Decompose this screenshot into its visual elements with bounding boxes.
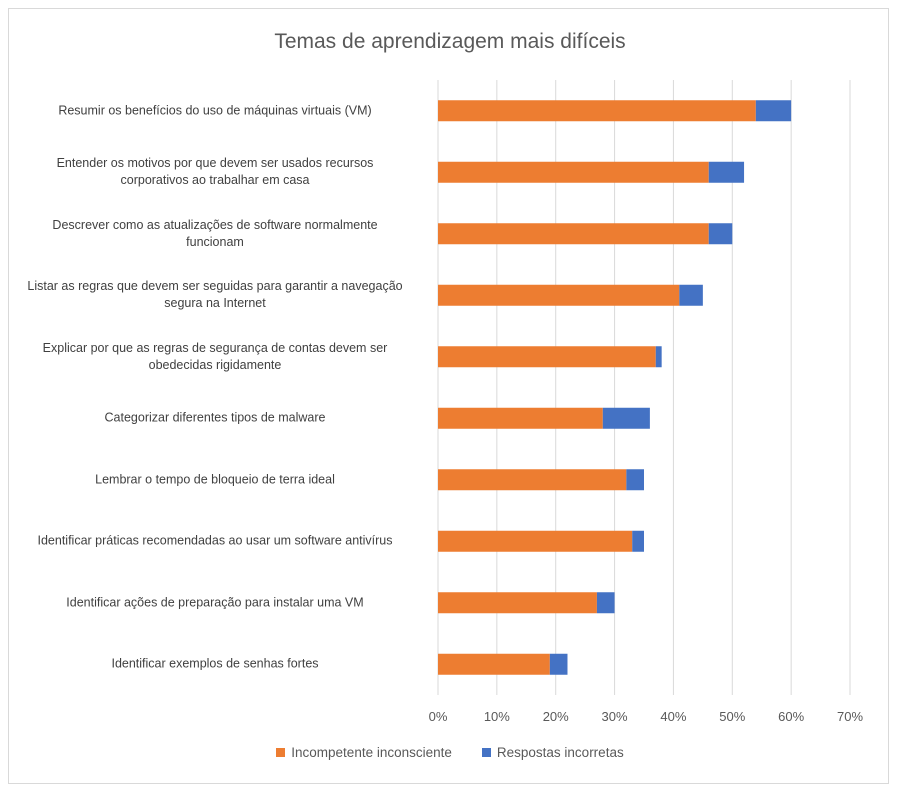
bar-respostas bbox=[596, 592, 615, 614]
bar-incompetente bbox=[438, 223, 709, 245]
category-label-line: Entender os motivos por que devem ser us… bbox=[56, 156, 374, 171]
x-tick-label: 50% bbox=[719, 709, 746, 724]
legend-swatch-orange bbox=[276, 748, 286, 757]
bar-respostas bbox=[549, 653, 568, 675]
category-label-line: segura na Internet bbox=[164, 296, 266, 311]
bar-incompetente bbox=[438, 100, 756, 122]
category-label: Descrever como as atualizações de softwa… bbox=[5, 217, 425, 251]
category-label-line: obedecidas rigidamente bbox=[148, 357, 282, 372]
bar-incompetente bbox=[438, 530, 633, 552]
category-label-line: Resumir os benefícios do uso de máquinas… bbox=[58, 103, 372, 118]
x-tick-label: 0% bbox=[428, 709, 448, 724]
bar-respostas bbox=[632, 530, 644, 552]
bar-incompetente bbox=[438, 469, 627, 491]
category-label-line: funcionam bbox=[186, 234, 244, 249]
bar-respostas bbox=[679, 284, 703, 306]
category-label: Explicar por que as regras de segurança … bbox=[5, 340, 425, 374]
bar-respostas bbox=[708, 161, 745, 183]
x-tick-label: 10% bbox=[483, 709, 510, 724]
category-label: Categorizar diferentes tipos de malware bbox=[5, 410, 425, 427]
chart-title: Temas de aprendizagem mais difíceis bbox=[274, 30, 626, 53]
legend-item-respostas: Respostas incorretas bbox=[481, 745, 624, 760]
category-label-line: Identificar ações de preparação para ins… bbox=[66, 595, 364, 610]
category-label-line: Listar as regras que devem ser seguidas … bbox=[27, 279, 403, 294]
legend-swatch-blue bbox=[481, 748, 491, 757]
legend-label: Incompetente inconsciente bbox=[291, 745, 452, 760]
bar-incompetente bbox=[438, 592, 597, 614]
x-tick-label: 60% bbox=[778, 709, 805, 724]
category-label-line: Descrever como as atualizações de softwa… bbox=[52, 217, 378, 232]
legend-label: Respostas incorretas bbox=[496, 745, 624, 760]
category-label: Listar as regras que devem ser seguidas … bbox=[5, 278, 425, 312]
bar-incompetente bbox=[438, 346, 656, 368]
legend-item-incompetente: Incompetente inconsciente bbox=[276, 745, 452, 760]
bar-respostas bbox=[708, 223, 733, 245]
bar-incompetente bbox=[438, 653, 550, 675]
category-label-line: Explicar por que as regras de segurança … bbox=[42, 340, 388, 355]
bar-respostas bbox=[626, 469, 644, 491]
bar-incompetente bbox=[438, 161, 709, 183]
x-tick-label: 20% bbox=[542, 709, 569, 724]
category-label-line: Identificar exemplos de senhas fortes bbox=[111, 656, 319, 671]
category-label-line: Categorizar diferentes tipos de malware bbox=[104, 410, 326, 425]
bar-respostas bbox=[755, 100, 792, 122]
category-label: Lembrar o tempo de bloqueio de terra ide… bbox=[5, 471, 425, 488]
x-tick-label: 70% bbox=[836, 709, 864, 724]
legend: Incompetente inconsciente Respostas inco… bbox=[0, 745, 900, 760]
category-label-line: Lembrar o tempo de bloqueio de terra ide… bbox=[95, 472, 335, 487]
category-label-line: corporativos ao trabalhar em casa bbox=[120, 173, 310, 188]
chart-frame bbox=[8, 8, 889, 784]
category-label: Identificar exemplos de senhas fortes bbox=[5, 656, 425, 673]
bar-incompetente bbox=[438, 284, 680, 306]
category-label-line: Identificar práticas recomendadas ao usa… bbox=[37, 533, 393, 548]
bar-incompetente bbox=[438, 407, 603, 429]
category-label: Identificar práticas recomendadas ao usa… bbox=[5, 533, 425, 550]
x-tick-label: 30% bbox=[601, 709, 628, 724]
category-label: Resumir os benefícios do uso de máquinas… bbox=[5, 102, 425, 119]
category-label: Identificar ações de preparação para ins… bbox=[5, 594, 425, 611]
bar-respostas bbox=[602, 407, 650, 429]
x-tick-label: 40% bbox=[660, 709, 687, 724]
bar-respostas bbox=[655, 346, 662, 368]
category-label: Entender os motivos por que devem ser us… bbox=[5, 155, 425, 189]
